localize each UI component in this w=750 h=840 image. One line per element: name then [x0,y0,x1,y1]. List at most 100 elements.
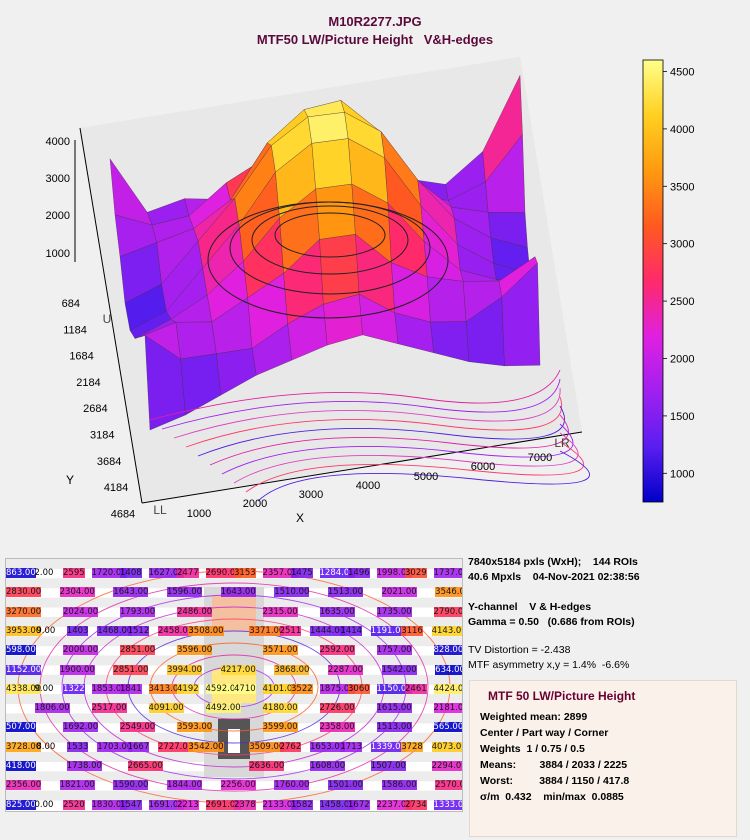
info-channel: Y-channel V & H-edges [468,601,592,613]
mtf-summary-box: MTF 50 LW/Picture Height Weighted mean: … [469,680,737,837]
corner-label-u: U [103,312,112,326]
corner-label-ll: LL [153,503,167,517]
surface-patch [311,138,353,190]
y-tick-label: 1684 [69,351,93,363]
map-value: 4143.00 [431,625,462,636]
colorbar: 1000 1500 2000 2500 3000 3500 4000 4500 [642,59,694,503]
map-value: 1760.00 [274,780,310,791]
map-value: 1542.00 [381,664,417,675]
surface-patch [307,112,349,144]
map-value: 2511 [279,625,302,636]
surface-contour-ring [251,205,409,275]
map-value: 3593.00 [177,722,213,733]
map-value: 1757.00 [376,645,412,656]
map-value: 1667 [127,741,150,752]
floor-contour-line [209,414,569,466]
map-value: 2486.00 [177,606,213,617]
floor-contour-line [173,387,561,439]
map-value: 4073.00 [431,741,462,752]
colorbar-tick-label: 1000 [670,468,694,480]
map-value: 3953.00 [6,625,42,636]
map-value: 2256.00 [220,780,256,791]
weighted-mean: Weighted mean: 2899 [480,711,588,723]
floor-contour-line [149,369,561,421]
map-value: 1596.00 [166,587,203,598]
map-value: 4192 [177,683,199,694]
map-value: 3868.00 [274,664,310,675]
map-value: 2181.00 [433,703,462,714]
map-value: 1853.00 [91,683,127,694]
map-value: 4217.00 [220,664,256,675]
map-value: 2665.00 [127,761,163,771]
map-value: 3542.00 [188,741,224,752]
x-axis-line [141,431,583,504]
map-value: 598.00 [6,645,36,656]
y-tick-label: 684 [62,298,80,310]
surface-patch [501,262,541,367]
map-value: 3060 [348,683,370,694]
map-value: 1590.00 [113,780,149,791]
y-tick-label: 2684 [83,403,107,415]
floor-contours [149,369,591,502]
map-value: 2294.00 [431,761,462,771]
map-value: 1692.00 [63,722,99,733]
map-value: 2357.00 [262,568,298,578]
map-value: 2237.00 [376,799,412,810]
y-axis-line [79,127,143,504]
map-value: 3508.00 [188,625,224,636]
regions: Center / Part way / Corner [480,727,609,739]
y-tick-label: 4184 [104,482,128,494]
map-value: 1841 [120,683,142,694]
x-tick-label: 4000 [356,480,380,492]
x-tick-label: 5000 [414,471,438,483]
map-band [6,790,462,801]
map-chart-patch [228,729,240,753]
map-value: 1403 [66,625,89,636]
map-value: 1998.00 [376,568,412,578]
map-value: 3546.00 [435,587,462,598]
x-tick-label: 3000 [299,489,323,501]
map-value: 9.00 [36,625,56,636]
map-value: 1586.00 [381,780,417,791]
colorbar-gradient [642,59,664,503]
map-value: 1408 [120,568,142,578]
info-mtf-asymmetry: MTF asymmetry x,y = 1.4% -6.6% [468,659,630,671]
map-value: 3270.00 [6,606,42,617]
map-value: 4338.00 [6,683,42,694]
map-value: 3116 [401,625,423,636]
map-value: 1284.00 [319,568,355,578]
map-value: 2851.00 [120,645,156,656]
map-value: 3413.00 [148,683,184,694]
map-value: 2461 [405,683,427,694]
map-value: 2133.00 [262,799,298,810]
map-value: 4091.00 [148,703,184,714]
map-value: 3994.00 [166,664,203,675]
map-value: 507.00 [6,722,36,733]
map-value: 825.00 [6,799,36,810]
map-value: 1737.00 [433,568,462,578]
map-value: 1150.00 [376,683,412,694]
floor-contour-line [233,432,579,484]
map-value: 2592.00 [319,645,355,656]
map-value: 3728.00 [6,741,42,752]
map-value: 2520 [63,799,85,810]
map-value: 1513.00 [327,587,364,598]
map-value: 1793.00 [120,606,156,617]
floor-contour-line [197,405,565,457]
map-value: 2024.00 [63,606,99,617]
info-mpxls-date: 40.6 Mpxls 04-Nov-2021 02:38:56 [468,571,640,583]
map-value: 2851.00 [113,664,149,675]
map-value: 4424.00 [433,683,462,694]
map-value: 2727.00 [158,741,194,752]
map-value: 2304.00 [59,587,95,598]
y-tick-label: 4684 [111,508,135,520]
map-value: 2517.00 [91,703,127,714]
means: Means: 3884 / 2033 / 2225 [480,759,628,771]
colorbar-tick-label: 3500 [670,181,694,193]
map-value: 2458.00 [158,625,194,636]
map-value: 1703.00 [97,741,133,752]
map-value: 1152.00 [6,664,42,675]
x-tick-label: 1000 [187,508,211,520]
map-value: 2213 [177,799,199,810]
map-value: 2549.00 [120,722,156,733]
